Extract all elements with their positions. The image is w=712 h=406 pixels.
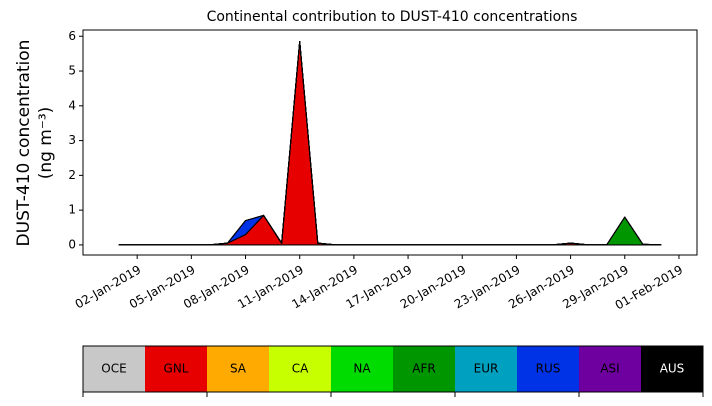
area — [118, 40, 662, 246]
legend-label: AUS — [660, 362, 685, 376]
chart-title: Continental contribution to DUST-410 con… — [207, 9, 578, 25]
legend-label: NA — [353, 362, 371, 376]
legend-swatch — [517, 346, 579, 392]
legend-swatch — [145, 346, 207, 392]
legend-label: OCE — [101, 362, 126, 376]
y-axis-label: (ng m⁻³) — [36, 107, 56, 180]
legend-swatch — [269, 346, 331, 392]
area — [118, 40, 662, 246]
legend-label: ASI — [600, 362, 619, 376]
legend-swatch — [83, 346, 145, 392]
y-tick-label: 6 — [68, 29, 76, 43]
legend-swatch — [579, 346, 641, 392]
y-tick-label: 1 — [68, 203, 76, 217]
legend-label: EUR — [474, 362, 499, 376]
legend-label: SA — [230, 362, 247, 376]
legend-swatch — [207, 346, 269, 392]
y-tick-label: 5 — [68, 64, 76, 78]
legend-swatch — [331, 346, 393, 392]
legend-swatch — [455, 346, 517, 392]
colorbar-frame — [82, 345, 704, 393]
area — [118, 40, 662, 246]
area — [118, 40, 662, 246]
y-tick-label: 3 — [68, 133, 76, 147]
legend-label: CA — [292, 362, 309, 376]
y-tick-label: 4 — [68, 98, 76, 112]
legend-label: GNL — [164, 362, 189, 376]
legend-label: AFR — [412, 362, 435, 376]
area — [118, 40, 662, 246]
legend-swatch — [641, 346, 703, 392]
area — [118, 40, 662, 246]
y-axis-label: DUST-410 concentration — [14, 40, 34, 247]
legend-label: RUS — [536, 362, 561, 376]
area — [118, 40, 662, 246]
area — [118, 40, 662, 246]
y-tick-label: 2 — [68, 168, 76, 182]
y-tick-label: 0 — [68, 237, 76, 251]
legend-swatch — [393, 346, 455, 392]
plot-frame — [82, 29, 698, 256]
colorbar-ticks — [82, 392, 704, 397]
area — [118, 40, 662, 246]
